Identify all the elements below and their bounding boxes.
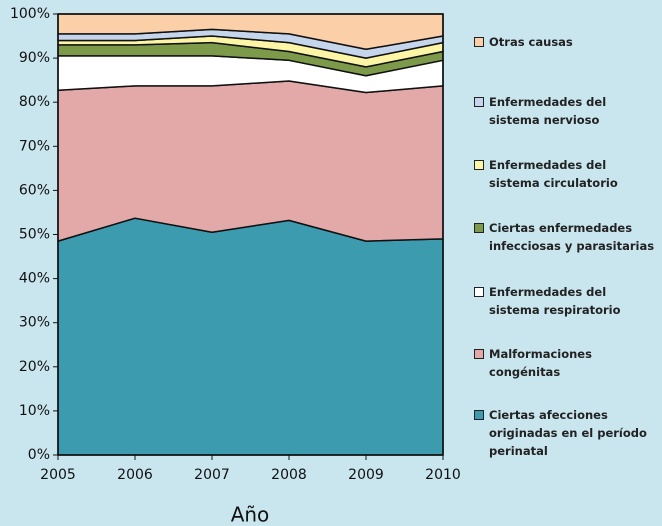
legend-swatch bbox=[474, 349, 484, 359]
y-tick-label: 70% bbox=[19, 138, 50, 154]
y-tick-label: 90% bbox=[19, 50, 50, 66]
x-tick-label: 2009 bbox=[348, 467, 384, 483]
legend-item: Enfermedades del sistema circulatorio bbox=[474, 156, 660, 192]
legend-item: Enfermedades del sistema nervioso bbox=[474, 93, 660, 129]
legend-item: Enfermedades del sistema respiratorio bbox=[474, 283, 660, 319]
y-tick-label: 60% bbox=[19, 182, 50, 198]
y-tick-label: 100% bbox=[10, 6, 50, 22]
legend-swatch bbox=[474, 287, 484, 297]
legend-swatch bbox=[474, 97, 484, 107]
legend-label: Ciertas afecciones originadas en el perí… bbox=[489, 408, 647, 458]
legend-label: Malformaciones congénitas bbox=[489, 347, 592, 379]
legend-label: Enfermedades del sistema circulatorio bbox=[489, 158, 618, 190]
legend-item: Ciertas enfermedades infecciosas y paras… bbox=[474, 219, 660, 255]
y-tick-label: 80% bbox=[19, 94, 50, 110]
x-tick-label: 2006 bbox=[117, 467, 153, 483]
legend-swatch bbox=[474, 160, 484, 170]
legend-label: Enfermedades del sistema nervioso bbox=[489, 95, 607, 127]
legend-item: Malformaciones congénitas bbox=[474, 345, 660, 381]
y-tick-label: 50% bbox=[19, 227, 50, 243]
legend-label: Enfermedades del sistema respiratorio bbox=[489, 285, 621, 317]
area bbox=[57, 217, 444, 456]
legend-swatch bbox=[474, 223, 484, 233]
y-tick-label: 20% bbox=[19, 359, 50, 375]
legend-label: Otras causas bbox=[489, 35, 573, 49]
y-tick-label: 10% bbox=[19, 403, 50, 419]
legend-label: Ciertas enfermedades infecciosas y paras… bbox=[489, 221, 655, 253]
area bbox=[57, 80, 444, 242]
legend-item: Ciertas afecciones originadas en el perí… bbox=[474, 406, 660, 460]
x-tick-label: 2007 bbox=[194, 467, 230, 483]
y-tick-label: 30% bbox=[19, 315, 50, 331]
x-tick-label: 2008 bbox=[271, 467, 307, 483]
y-tick-label: 0% bbox=[28, 447, 50, 463]
x-tick-label: 2010 bbox=[425, 467, 461, 483]
legend-swatch bbox=[474, 37, 484, 47]
x-tick-label: 2005 bbox=[40, 467, 76, 483]
legend-item: Otras causas bbox=[474, 33, 660, 51]
legend-swatch bbox=[474, 410, 484, 420]
x-axis-label: Año bbox=[231, 503, 270, 526]
y-tick-label: 40% bbox=[19, 271, 50, 287]
